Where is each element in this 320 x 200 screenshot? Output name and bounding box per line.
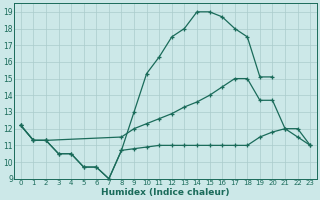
X-axis label: Humidex (Indice chaleur): Humidex (Indice chaleur) (101, 188, 230, 197)
